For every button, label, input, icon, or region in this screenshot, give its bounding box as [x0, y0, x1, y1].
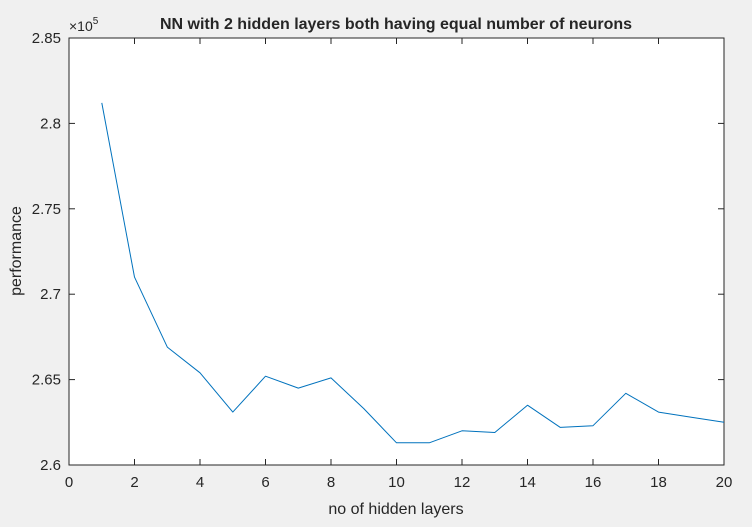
y-axis-multiplier-base: ×10 [69, 18, 93, 34]
x-tick-label: 18 [650, 474, 667, 491]
x-tick-label: 6 [261, 474, 269, 491]
x-tick-label: 16 [585, 474, 602, 491]
x-axis: 0 2 4 6 8 10 12 14 16 18 20 [65, 38, 733, 491]
x-tick-label: 4 [196, 474, 204, 491]
series-line [101, 102, 725, 444]
y-tick-label: 2.65 [32, 372, 61, 389]
x-tick-label: 12 [454, 474, 471, 491]
chart-title: NN with 2 hidden layers both having equa… [160, 16, 632, 33]
x-axis-title: no of hidden layers [328, 501, 463, 518]
x-tick-label: 14 [519, 474, 536, 491]
series-layer [101, 102, 725, 444]
plot-area [68, 37, 725, 466]
y-tick-label: 2.85 [32, 30, 61, 47]
y-axis: 2.6 2.65 2.7 2.75 2.8 2.85 [32, 30, 724, 474]
y-tick-label: 2.6 [40, 457, 61, 474]
x-tick-label: 10 [388, 474, 405, 491]
x-tick-label: 20 [716, 474, 733, 491]
y-tick-label: 2.7 [40, 286, 61, 303]
x-tick-label: 8 [327, 474, 335, 491]
y-axis-title: performance [8, 206, 25, 296]
y-tick-label: 2.75 [32, 201, 61, 218]
x-tick-label: 0 [65, 474, 73, 491]
y-tick-label: 2.8 [40, 115, 61, 132]
y-axis-multiplier: ×105 [69, 16, 99, 34]
x-tick-label: 2 [130, 474, 138, 491]
y-axis-multiplier-exponent: 5 [93, 16, 99, 27]
